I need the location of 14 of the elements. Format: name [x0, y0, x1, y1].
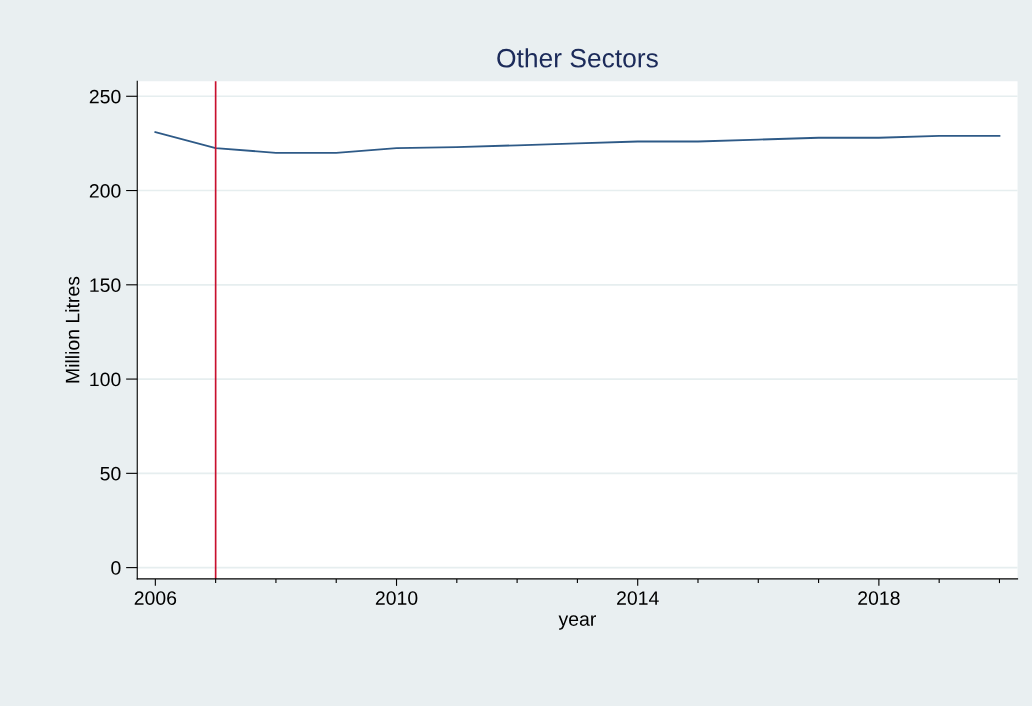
- line-series: [154, 131, 1001, 154]
- y-tick-label: 250: [89, 89, 121, 104]
- y-tick-label: 0: [111, 561, 121, 575]
- chart-title: Other Sectors: [497, 48, 658, 68]
- y-tick-label: 100: [90, 372, 121, 387]
- y-tick-label: 50: [100, 466, 121, 481]
- y-tick-label: 200: [89, 184, 121, 198]
- x-tick-label: 2014: [617, 591, 659, 606]
- x-tick-label: 2010: [375, 591, 418, 606]
- x-tick-label: 2018: [858, 591, 900, 606]
- y-tick-label: 150: [90, 278, 121, 293]
- x-axis-title: year: [558, 615, 596, 630]
- x-tick-label: 2006: [134, 591, 177, 606]
- y-axis-title: Million Litres: [65, 276, 80, 383]
